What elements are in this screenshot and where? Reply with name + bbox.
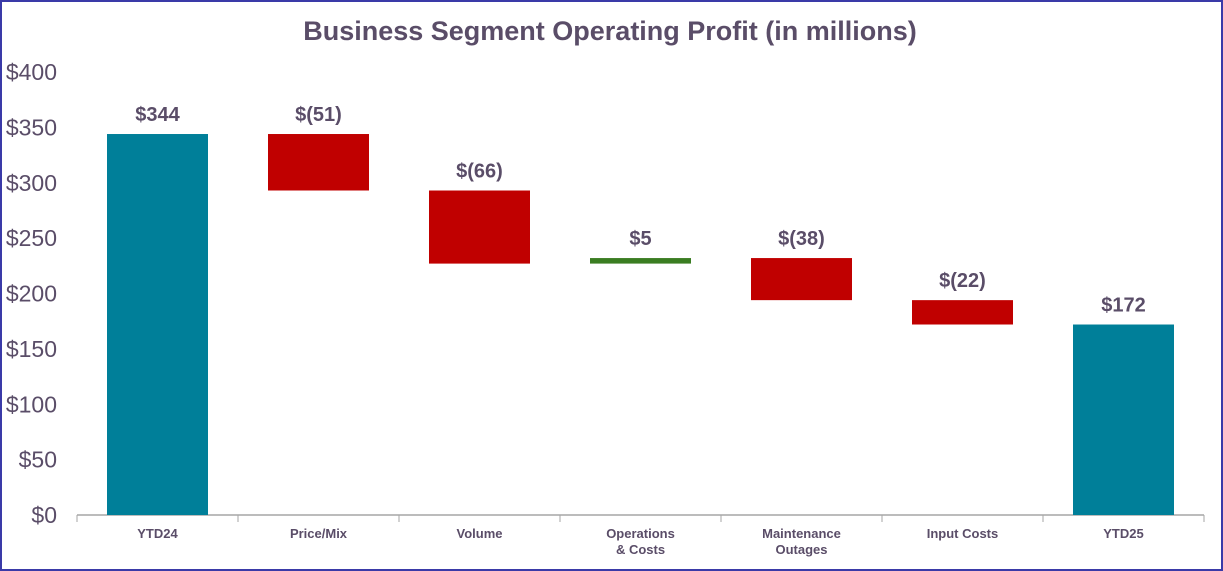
bar-ytd25	[1073, 324, 1174, 515]
x-tick-label: Operations & Costs	[606, 526, 675, 557]
data-label: $5	[629, 228, 651, 250]
data-label: $(51)	[295, 104, 342, 126]
x-axis: YTD24 Price/Mix Volume Operations & Costs Mai…	[76, 514, 1205, 557]
data-label: $344	[135, 104, 180, 126]
data-label: $(66)	[456, 161, 503, 183]
data-labels: $344 $(51) $(66) $5 $(38) $(22) $172	[135, 104, 1146, 316]
x-tick-label: Maintenance Outages	[762, 526, 841, 557]
y-tick-label: $50	[19, 447, 57, 473]
bar-input-costs	[912, 300, 1013, 325]
y-tick-label: $300	[6, 170, 57, 196]
y-tick-label: $350	[6, 114, 57, 140]
bar-operations-costs	[590, 258, 691, 264]
x-tick-label: YTD25	[1103, 526, 1143, 541]
y-tick-label: $150	[6, 336, 57, 362]
y-axis: $0 $50 $100 $150 $200 $250 $300 $350 $400	[6, 59, 57, 528]
bar-maintenance-outages	[751, 258, 852, 301]
x-tick-label: Volume	[457, 526, 503, 541]
data-label: $(22)	[939, 270, 986, 292]
x-tick-label: YTD24	[137, 526, 178, 541]
bars	[107, 134, 1174, 515]
bar-price-mix	[268, 134, 369, 191]
x-tick-label: Price/Mix	[290, 526, 348, 541]
chart-title: Business Segment Operating Profit (in mi…	[303, 16, 917, 46]
y-tick-label: $100	[6, 391, 57, 417]
y-tick-label: $200	[6, 281, 57, 307]
x-tick-label: Input Costs	[927, 526, 999, 541]
y-tick-label: $0	[31, 502, 57, 528]
y-tick-label: $250	[6, 225, 57, 251]
bar-ytd24	[107, 134, 208, 515]
data-label: $(38)	[778, 228, 825, 250]
y-tick-label: $400	[6, 59, 57, 85]
data-label: $172	[1101, 295, 1146, 317]
bar-volume	[429, 190, 530, 264]
